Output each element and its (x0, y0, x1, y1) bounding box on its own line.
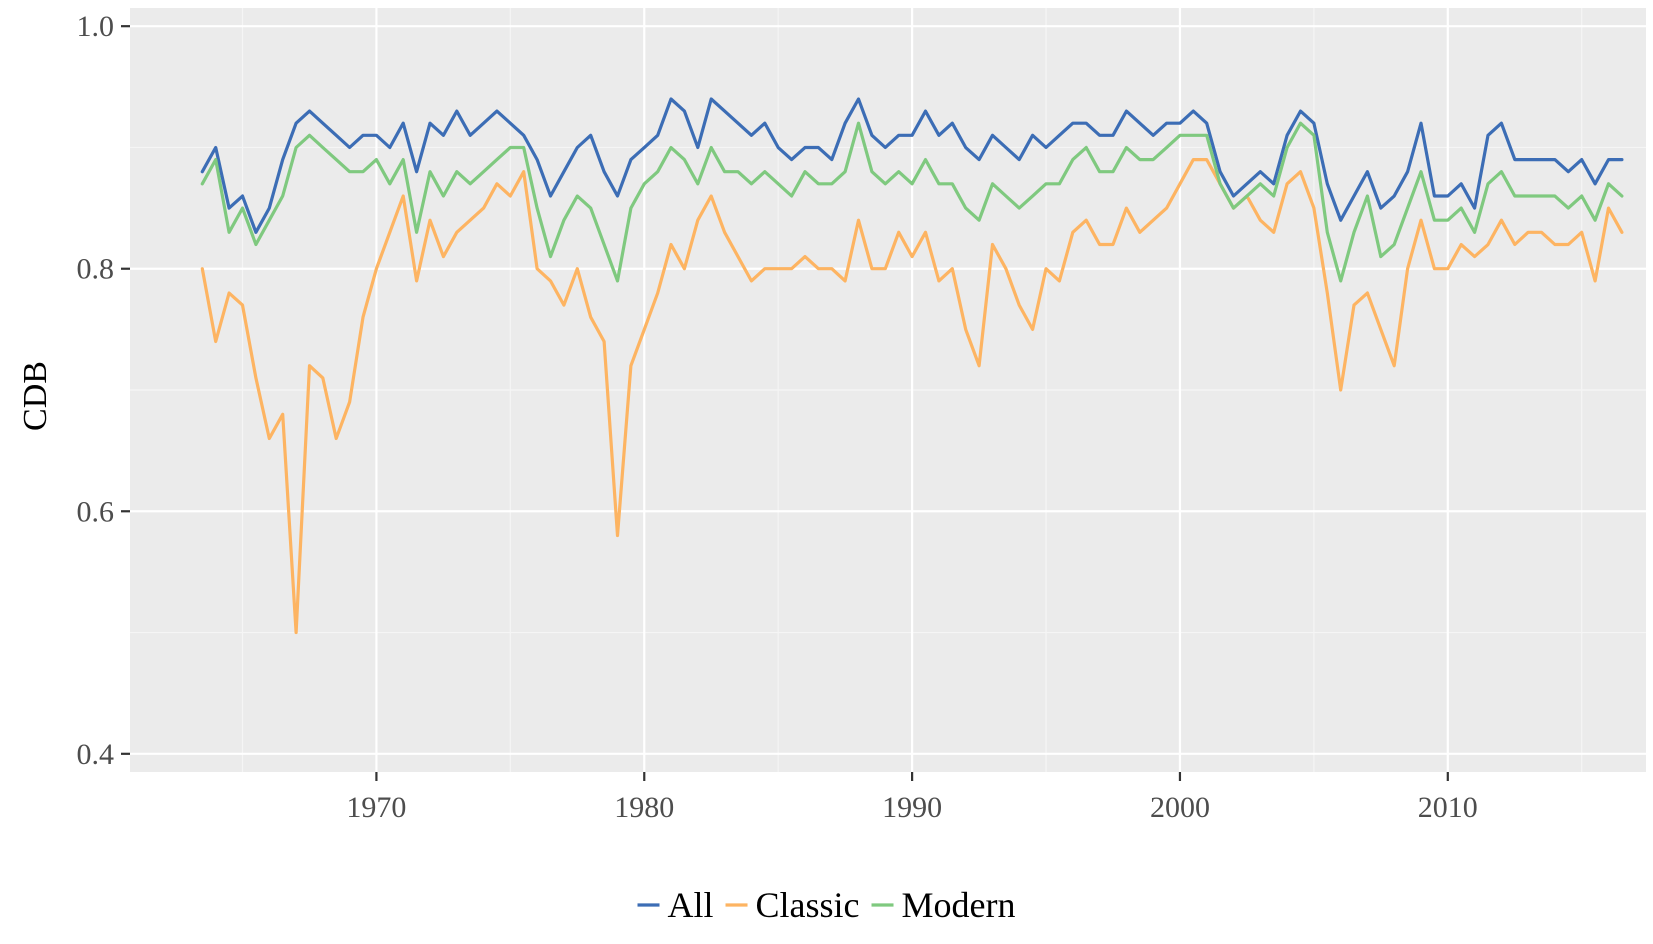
series-line-modern (200, 121, 1624, 283)
legend-label-all: All (668, 885, 714, 925)
legend-label-modern: Modern (902, 885, 1016, 925)
series-line-all (200, 97, 1624, 234)
minor-gridlines (130, 8, 1646, 772)
y-tick-label: 0.8 (77, 253, 115, 286)
legend: All Classic Modern (637, 885, 1016, 925)
series-line-classic (200, 158, 1624, 635)
x-tick-label: 2010 (1418, 791, 1478, 824)
legend-label-classic: Classic (756, 885, 860, 925)
x-tick-label: 1970 (346, 791, 406, 824)
x-tick-label: 2000 (1150, 791, 1210, 824)
y-tick-label: 0.6 (77, 495, 115, 528)
y-tick-label: 1.0 (77, 10, 115, 43)
y-axis-title: CDB (17, 361, 54, 431)
series-lines (200, 97, 1624, 635)
x-tick-label: 1990 (882, 791, 942, 824)
major-gridlines (130, 8, 1646, 772)
y-axis: 0.4 0.6 0.8 1.0 (77, 10, 130, 771)
x-tick-label: 1980 (614, 791, 674, 824)
y-tick-label: 0.4 (77, 738, 115, 771)
x-axis: 1970 1980 1990 2000 2010 (346, 772, 1478, 824)
